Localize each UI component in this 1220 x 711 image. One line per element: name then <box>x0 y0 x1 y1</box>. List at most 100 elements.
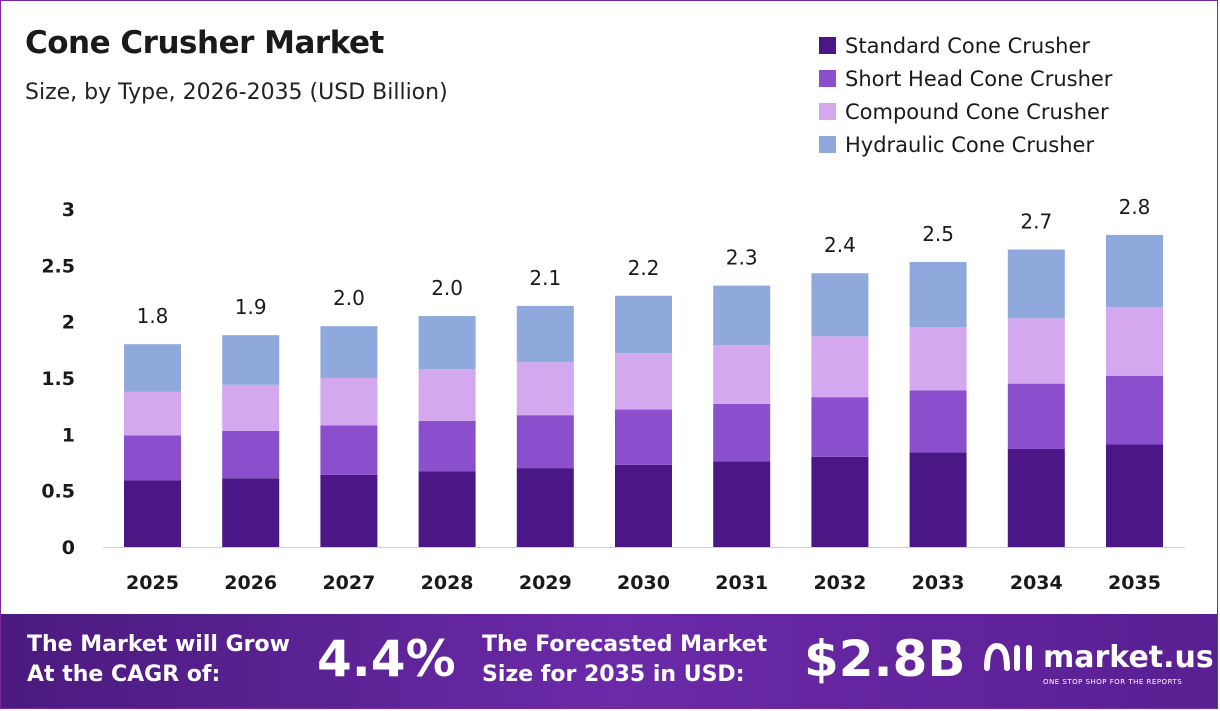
total-data-label: 2.2 <box>628 256 660 280</box>
legend-swatch-hydraulic <box>819 136 836 153</box>
forecast-text: The Forecasted Market Size for 2035 in U… <box>482 630 767 690</box>
bar-segment <box>222 478 280 547</box>
x-tick-label: 2030 <box>617 572 670 594</box>
brand-logo: market.us ONE STOP SHOP FOR THE REPORTS <box>983 638 1214 686</box>
bar-segment <box>713 403 771 462</box>
total-data-label: 2.5 <box>922 222 954 246</box>
legend-item-compound: Compound Cone Crusher <box>819 95 1112 128</box>
bar-segment <box>811 273 869 337</box>
bar-segment <box>1007 249 1065 319</box>
bar-segment <box>713 461 771 547</box>
x-tick-label: 2032 <box>813 572 866 594</box>
total-data-label: 2.4 <box>824 233 856 257</box>
bar-segment <box>222 430 280 479</box>
cagr-text-line2: At the CAGR of: <box>27 662 221 687</box>
x-tick-label: 2031 <box>715 572 768 594</box>
brand-tagline: ONE STOP SHOP FOR THE REPORTS <box>1043 678 1183 686</box>
bar-segment <box>615 353 672 410</box>
footer-banner: The Market will Grow At the CAGR of: 4.4… <box>1 614 1217 708</box>
legend-label-short-head: Short Head Cone Crusher <box>845 66 1113 91</box>
legend-item-standard: Standard Cone Crusher <box>819 29 1112 62</box>
bar-segment <box>320 378 378 426</box>
bar-segment <box>222 384 280 431</box>
bar-segment <box>1106 375 1163 445</box>
cagr-text: The Market will Grow At the CAGR of: <box>27 630 290 690</box>
total-data-label: 1.9 <box>235 295 267 319</box>
brand-name: market.us <box>1043 640 1214 675</box>
legend-swatch-standard <box>819 37 836 54</box>
bar-segment <box>713 345 771 404</box>
total-data-label: 2.1 <box>529 266 561 290</box>
cagr-value: 4.4% <box>317 630 456 688</box>
y-tick-label: 1.5 <box>41 368 75 390</box>
total-data-label: 2.3 <box>726 246 758 270</box>
total-data-label: 2.0 <box>431 276 463 300</box>
bar-segment <box>516 362 574 416</box>
y-tick-label: 1 <box>62 424 75 446</box>
x-tick-label: 2025 <box>126 572 179 594</box>
bar-segment <box>1106 234 1163 308</box>
x-tick-label: 2035 <box>1108 572 1161 594</box>
legend-item-hydraulic: Hydraulic Cone Crusher <box>819 128 1112 161</box>
y-tick-label: 2.5 <box>41 255 75 277</box>
legend-swatch-compound <box>819 103 836 120</box>
stacked-bar-chart: 0 0.5 1 1.5 2 2.5 3 1.8 2025 1.9 2026 2.0 2027 2.0 202… <box>41 195 1185 594</box>
bar-segment <box>320 425 378 475</box>
total-data-label: 1.8 <box>137 304 169 328</box>
bar-segment <box>615 464 672 547</box>
bar-segment <box>124 480 181 547</box>
total-data-label: 2.0 <box>333 286 365 310</box>
total-data-label: 2.7 <box>1020 210 1052 234</box>
cagr-text-line1: The Market will Grow <box>27 632 290 657</box>
bar-segment <box>418 420 476 472</box>
forecast-text-line1: The Forecasted Market <box>482 632 768 657</box>
bar-segment <box>1106 444 1163 547</box>
bar-segment <box>909 261 967 328</box>
legend-label-hydraulic: Hydraulic Cone Crusher <box>845 132 1095 157</box>
x-tick-label: 2029 <box>519 572 572 594</box>
forecast-text-line2: Size for 2035 in USD: <box>482 662 745 687</box>
legend-label-compound: Compound Cone Crusher <box>845 99 1109 124</box>
x-tick-label: 2028 <box>421 572 474 594</box>
bar-segment <box>1007 448 1065 547</box>
bar-segment <box>516 305 574 363</box>
bar-segment <box>320 474 378 547</box>
chart-title: Cone Crusher Market <box>25 25 384 61</box>
y-tick-label: 0 <box>62 537 75 559</box>
y-tick-label: 2 <box>62 312 75 334</box>
y-tick-label: 0.5 <box>41 481 75 503</box>
y-tick-label: 3 <box>62 199 75 221</box>
legend: Standard Cone Crusher Short Head Cone Cr… <box>819 29 1112 161</box>
bar-segment <box>1007 318 1065 384</box>
x-tick-label: 2026 <box>224 572 277 594</box>
bar-segment <box>811 397 869 457</box>
bar-segment <box>713 285 771 346</box>
bar-segment <box>516 415 574 469</box>
bar-segment <box>222 335 280 385</box>
forecast-value: $2.8B <box>804 630 966 688</box>
market-us-logo-icon <box>984 642 1032 671</box>
bar-segment <box>516 468 574 547</box>
bar-segment <box>1106 307 1163 376</box>
legend-swatch-short-head <box>819 70 836 87</box>
total-data-label: 2.8 <box>1119 195 1151 219</box>
legend-label-standard: Standard Cone Crusher <box>845 33 1091 58</box>
bar-segment <box>418 471 476 547</box>
bar-segment <box>615 295 672 354</box>
bar-segment <box>615 409 672 465</box>
chart-subtitle: Size, by Type, 2026-2035 (USD Billion) <box>25 80 448 105</box>
bar-segment <box>811 456 869 547</box>
bar-segment <box>418 368 476 421</box>
bar-segment <box>124 344 181 392</box>
bar-segment <box>418 316 476 369</box>
bar-segment <box>909 452 967 547</box>
bar-segment <box>909 390 967 453</box>
bar-segment <box>320 326 378 378</box>
bar-segment <box>909 327 967 391</box>
x-tick-label: 2027 <box>322 572 375 594</box>
legend-item-short-head: Short Head Cone Crusher <box>819 62 1112 95</box>
bar-segment <box>124 435 181 481</box>
bar-segment <box>1007 383 1065 449</box>
x-tick-label: 2034 <box>1010 572 1063 594</box>
